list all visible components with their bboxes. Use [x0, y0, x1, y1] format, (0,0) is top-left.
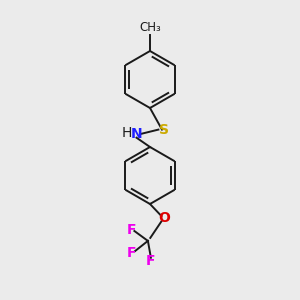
- Text: F: F: [127, 223, 136, 236]
- Text: CH₃: CH₃: [139, 21, 161, 34]
- Text: F: F: [146, 254, 156, 268]
- Text: F: F: [127, 246, 136, 260]
- Text: N: N: [131, 127, 142, 141]
- Text: S: S: [158, 123, 169, 136]
- Text: O: O: [158, 212, 170, 225]
- Text: H: H: [122, 126, 132, 140]
